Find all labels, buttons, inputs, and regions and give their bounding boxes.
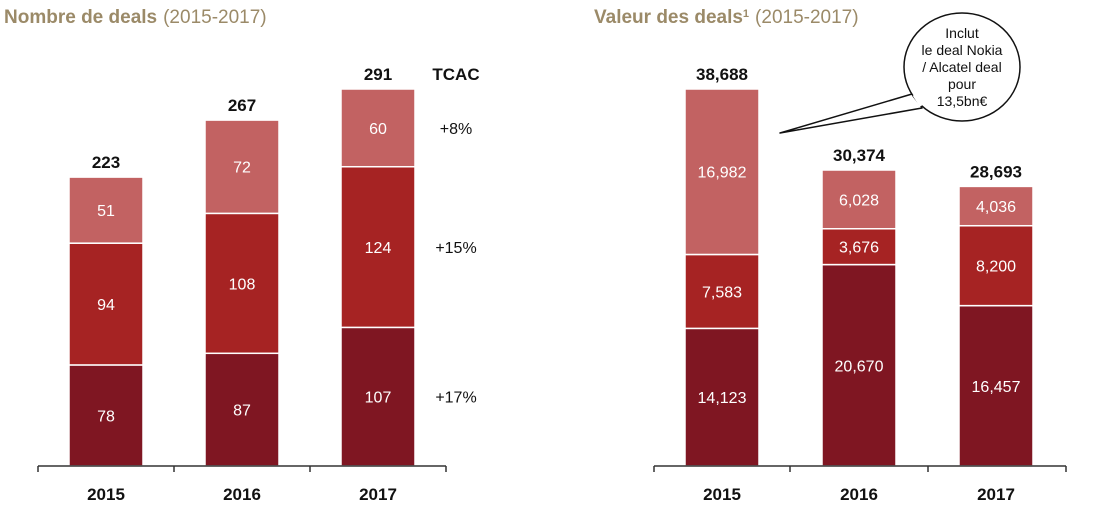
chart-2-bar-2016-series-2 bbox=[821, 169, 897, 230]
chart-1-segment-label-2015-1: 94 bbox=[97, 297, 115, 314]
chart-1-bar-2017-series-2 bbox=[340, 88, 416, 168]
chart-2-title: Valeur des deals1 (2015-2017) bbox=[594, 7, 859, 28]
chart-1-x-tick-label-2016: 2016 bbox=[223, 485, 261, 504]
chart-2-total-label-2017: 28,693 bbox=[970, 162, 1022, 181]
chart-1-segment-label-2016-1: 108 bbox=[229, 276, 256, 293]
callout-text-line-0: Inclut bbox=[945, 25, 979, 41]
chart-1-subtitle: (2015-2017) bbox=[163, 7, 267, 28]
chart-2-segment-label-2017-0: 16,457 bbox=[972, 379, 1021, 396]
chart-2-x-tick-label-2017: 2017 bbox=[977, 485, 1015, 504]
chart-2-segment-label-2016-1: 3,676 bbox=[839, 240, 879, 257]
chart-2-x-tick-label-2016: 2016 bbox=[840, 485, 878, 504]
callout-seam bbox=[912, 94, 923, 107]
chart-1-segment-label-2016-2: 72 bbox=[233, 160, 251, 177]
chart-2-bar-2016-series-1 bbox=[821, 228, 897, 266]
chart-1-total-label-2016: 267 bbox=[228, 96, 256, 115]
chart-1-bar-2016-series-2 bbox=[204, 119, 280, 215]
chart-2-segment-label-2017-2: 4,036 bbox=[976, 199, 1016, 216]
callout-text-line-3: pour bbox=[948, 76, 976, 92]
chart-2-segment-label-2017-1: 8,200 bbox=[976, 259, 1016, 276]
chart-1-segment-label-2017-0: 107 bbox=[365, 390, 392, 407]
chart-1-cagr-heading: TCAC bbox=[432, 65, 479, 84]
chart-1-cagr-value-0: +17% bbox=[435, 390, 476, 407]
chart-1-segment-label-2015-2: 51 bbox=[97, 203, 115, 220]
chart-1-bar-2016-series-1 bbox=[204, 212, 280, 355]
callout-pointer bbox=[779, 93, 923, 134]
chart-2-title-superscript: 1 bbox=[743, 8, 749, 20]
chart-1-segment-label-2017-1: 124 bbox=[365, 240, 392, 257]
chart-2-segment-label-2015-2: 16,982 bbox=[698, 165, 747, 182]
chart-2-bar-2017-series-0 bbox=[958, 304, 1034, 467]
chart-1-bar-2017-series-1 bbox=[340, 165, 416, 329]
chart-2-total-label-2016: 30,374 bbox=[833, 146, 886, 165]
chart-1-bar-2016-series-0 bbox=[204, 352, 280, 467]
chart-2-subtitle: (2015-2017) bbox=[755, 7, 859, 28]
chart-1-cagr-value-2: +8% bbox=[440, 121, 472, 138]
callout-bubble bbox=[903, 12, 1021, 122]
chart-1-title: Nombre de deals (2015-2017) bbox=[4, 7, 267, 28]
callout-text-line-1: le deal Nokia bbox=[922, 42, 1003, 58]
chart-1-title-main: Nombre de deals bbox=[4, 7, 157, 28]
chart-2-bar-2015-series-2 bbox=[684, 88, 760, 256]
chart-1-segment-label-2015-0: 78 bbox=[97, 408, 115, 425]
chart-2-plot: 14,123 7,583 16,982 38,688 2015 20,670 3,676 6,… bbox=[653, 65, 1067, 504]
chart-2-segment-label-2016-2: 6,028 bbox=[839, 192, 879, 209]
chart-2-bar-2016-series-0 bbox=[821, 263, 897, 467]
chart-2-title-main: Valeur des deals bbox=[594, 7, 743, 28]
chart-1-bar-2015-series-1 bbox=[68, 242, 144, 366]
chart-1-total-label-2015: 223 bbox=[92, 153, 120, 172]
callout-text-line-4: 13,5bn€ bbox=[937, 93, 988, 109]
chart-2-total-label-2015: 38,688 bbox=[696, 65, 748, 84]
chart-1-segment-label-2016-0: 87 bbox=[233, 403, 251, 420]
chart-1-plot: 78 94 51 223 2015 87 108 72 267 2016 107 124 60 291 20… bbox=[37, 65, 480, 504]
chart-2-segment-label-2015-0: 14,123 bbox=[698, 390, 747, 407]
chart-1-bar-2015-series-2 bbox=[68, 176, 144, 244]
chart-1-cagr-value-1: +15% bbox=[435, 240, 476, 257]
chart-2-segment-label-2015-1: 7,583 bbox=[702, 284, 742, 301]
chart-2-x-tick-label-2015: 2015 bbox=[703, 485, 741, 504]
chart-1-bar-2015-series-0 bbox=[68, 364, 144, 467]
chart-1-x-tick-label-2017: 2017 bbox=[359, 485, 397, 504]
chart-2-segment-label-2016-0: 20,670 bbox=[835, 358, 884, 375]
callout-text-line-2: / Alcatel deal bbox=[922, 59, 1001, 75]
chart-1-total-label-2017: 291 bbox=[364, 65, 392, 84]
chart-1-segment-label-2017-2: 60 bbox=[369, 121, 387, 138]
chart-2-bar-2015-series-0 bbox=[684, 327, 760, 467]
chart-2-bar-2017-series-1 bbox=[958, 224, 1034, 307]
chart-1-x-tick-label-2015: 2015 bbox=[87, 485, 125, 504]
chart-2-bar-2017-series-2 bbox=[958, 185, 1034, 227]
